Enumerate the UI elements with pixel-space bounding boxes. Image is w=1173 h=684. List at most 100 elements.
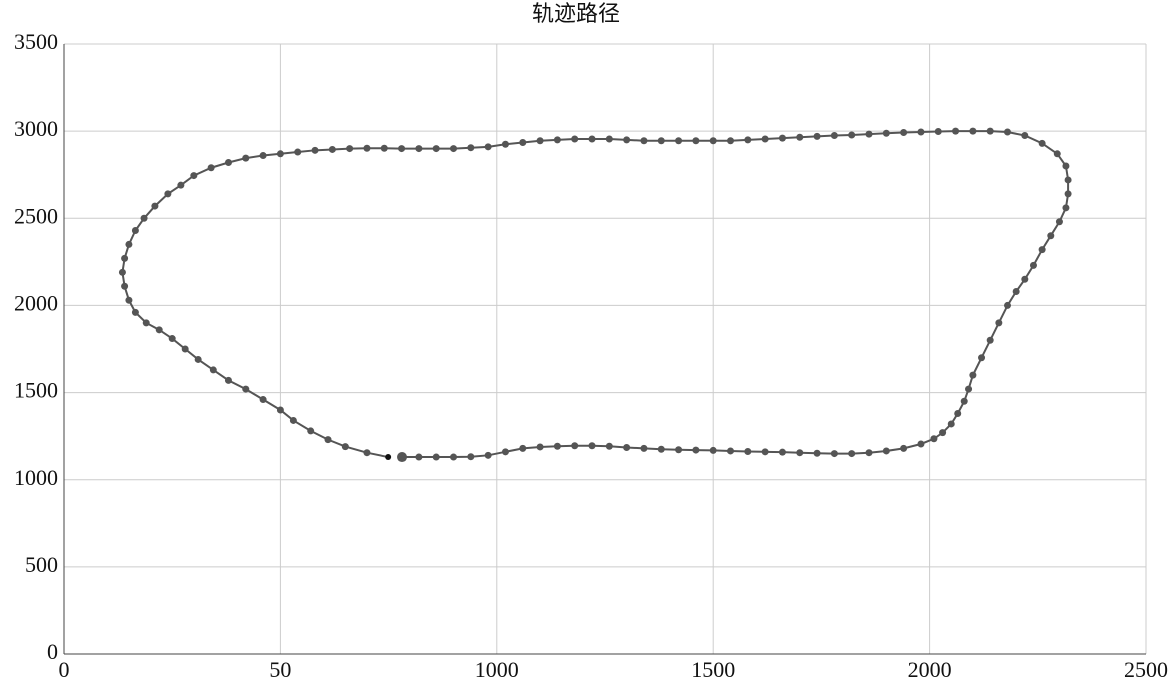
- trajectory-point: [830, 450, 838, 458]
- trajectory-point: [224, 159, 232, 167]
- y-tick-label: 1500: [14, 378, 58, 403]
- trajectory-point: [882, 447, 890, 455]
- trajectory-point: [432, 145, 440, 153]
- trajectory-point: [259, 396, 267, 404]
- trajectory-point: [761, 135, 769, 143]
- trajectory-point: [432, 453, 440, 461]
- trajectory-point: [657, 137, 665, 145]
- trajectory-point: [623, 443, 631, 451]
- trajectory-point: [259, 152, 267, 160]
- trajectory-point: [1029, 261, 1037, 269]
- trajectory-point: [900, 444, 908, 452]
- trajectory-point: [796, 449, 804, 457]
- trajectory-point: [640, 444, 648, 452]
- trajectory-point: [939, 429, 947, 437]
- trajectory-point: [571, 135, 579, 143]
- trajectory-point: [917, 128, 925, 136]
- trajectory-point: [882, 129, 890, 137]
- trajectory-point: [900, 129, 908, 137]
- trajectory-point: [363, 449, 371, 457]
- trajectory-point: [778, 134, 786, 142]
- trajectory-point: [1038, 246, 1046, 254]
- trajectory-point: [467, 144, 475, 152]
- trajectory-point: [311, 146, 319, 154]
- trajectory-point: [131, 308, 139, 316]
- trajectory-point: [778, 448, 786, 456]
- trajectory-point: [450, 145, 458, 153]
- trajectory-point: [947, 420, 955, 428]
- trajectory-point: [553, 442, 561, 450]
- trajectory-point: [501, 448, 509, 456]
- trajectory-point: [536, 137, 544, 145]
- trajectory-point: [986, 336, 994, 344]
- trajectory-line: [121, 130, 1070, 459]
- trajectory-point: [813, 449, 821, 457]
- trajectory-point: [934, 127, 942, 135]
- trajectory-point: [571, 442, 579, 450]
- trajectory-point: [519, 138, 527, 146]
- trajectory-point: [954, 409, 962, 417]
- trajectory-point: [848, 450, 856, 458]
- trajectory-point: [484, 451, 492, 459]
- trajectory-point: [380, 144, 388, 152]
- trajectory-point: [1004, 128, 1012, 136]
- trajectory-point: [207, 164, 215, 172]
- x-tick-label: 0: [59, 657, 70, 682]
- trajectory-point: [415, 145, 423, 153]
- trajectory-point: [118, 268, 126, 276]
- trajectory-point: [536, 443, 544, 451]
- trajectory-point: [224, 376, 232, 384]
- trajectory-point: [1053, 150, 1061, 158]
- trajectory-point: [1004, 301, 1012, 309]
- trajectory-point: [675, 446, 683, 454]
- trajectory-point: [830, 132, 838, 139]
- trajectory-point: [1021, 275, 1029, 283]
- trajectory-point: [744, 136, 752, 144]
- trajectory-point: [177, 181, 185, 189]
- trajectory-point: [1047, 232, 1055, 240]
- trajectory-point: [450, 453, 458, 461]
- y-tick-label: 1000: [14, 465, 58, 490]
- trajectory-point: [484, 143, 492, 151]
- trajectory-point: [761, 448, 769, 456]
- trajectory-point: [930, 435, 938, 443]
- trajectory-point: [190, 172, 198, 180]
- trajectory-point: [978, 354, 986, 362]
- y-tick-label: 2000: [14, 290, 58, 315]
- trajectory-point: [151, 202, 159, 210]
- trajectory-point: [917, 440, 925, 448]
- trajectory-point: [952, 127, 960, 135]
- trajectory-point: [415, 453, 423, 461]
- x-tick-label: 2500: [1124, 657, 1168, 682]
- trajectory-point: [324, 436, 332, 444]
- trajectory-point: [501, 140, 509, 148]
- trajectory-point: [960, 397, 968, 405]
- trajectory-point: [1064, 190, 1072, 198]
- trajectory-point: [553, 136, 561, 144]
- trajectory-point: [605, 135, 613, 143]
- trajectory-point: [813, 132, 821, 140]
- trajectory-point: [181, 345, 189, 353]
- trajectory-point: [1055, 218, 1063, 226]
- trajectory-point: [1012, 287, 1020, 295]
- trajectory-point: [692, 446, 700, 454]
- trajectory-point: [164, 190, 172, 198]
- y-tick-label: 0: [47, 639, 58, 664]
- trajectory-point: [727, 447, 735, 455]
- trajectory-point: [125, 240, 133, 248]
- trajectory-point: [865, 449, 873, 457]
- trajectory-point: [1062, 204, 1070, 212]
- trajectory-point: [692, 137, 700, 145]
- x-tick-label: 2000: [908, 657, 952, 682]
- trajectory-point: [1021, 132, 1029, 139]
- trajectory-point: [1062, 162, 1070, 170]
- trajectory-point: [965, 385, 973, 393]
- trajectory-point: [605, 442, 613, 450]
- trajectory-point: [307, 427, 315, 435]
- x-tick-label: 50: [269, 657, 291, 682]
- y-tick-label: 3000: [14, 116, 58, 141]
- trajectory-point: [142, 319, 150, 327]
- trajectory-point: [131, 226, 139, 234]
- y-tick-label: 2500: [14, 203, 58, 228]
